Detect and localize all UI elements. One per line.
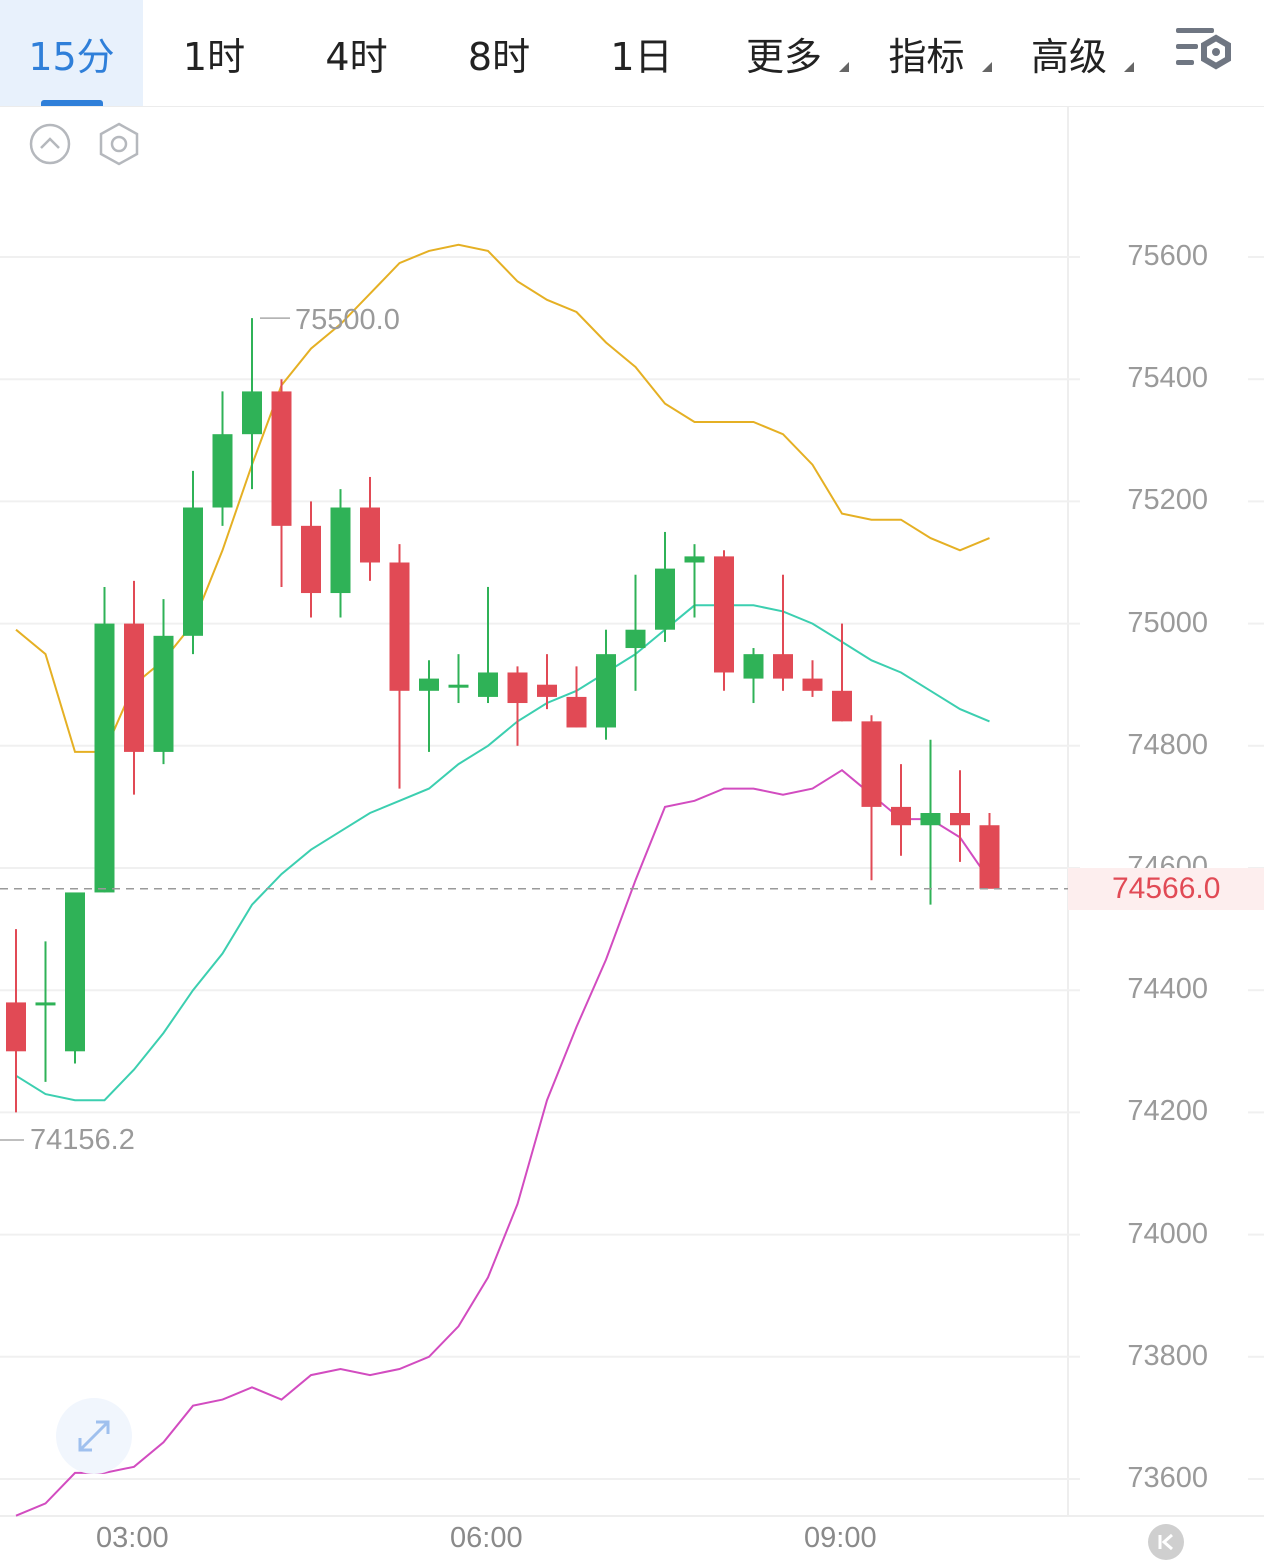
candle-up: [625, 629, 646, 649]
candle-up: [35, 1002, 56, 1006]
price-tick-label: 74400: [1127, 973, 1208, 1006]
current-price-label: 74566.0: [1112, 872, 1221, 905]
low-price-label: 74156.2: [30, 1124, 135, 1156]
tab-6[interactable]: 指标: [855, 0, 998, 106]
price-tick-label: 74200: [1127, 1095, 1208, 1128]
time-tick-label: 06:00: [450, 1522, 523, 1554]
price-tick-label: 74800: [1127, 728, 1208, 761]
price-tick-label: 75200: [1127, 484, 1208, 517]
hexagon-settings-icon[interactable]: [96, 120, 142, 168]
price-tick-label: 75000: [1127, 606, 1208, 639]
tab-0[interactable]: 15分: [0, 0, 143, 106]
candle-down: [832, 690, 852, 722]
jump-to-latest-icon[interactable]: [1148, 1524, 1184, 1560]
tab-3[interactable]: 8时: [428, 0, 570, 106]
candle-down: [389, 562, 410, 691]
candle-down: [979, 825, 1000, 889]
tab-label: 8时: [467, 34, 531, 79]
candle-down: [566, 696, 587, 728]
price-tick-label: 74600: [1127, 851, 1208, 869]
price-tick-label: 74000: [1127, 1217, 1208, 1250]
tab-label: 更多: [745, 34, 822, 79]
price-tick-label: 75400: [1127, 362, 1208, 395]
interval-tab-bar: 15分 1时 4时 8时 1日 更多 指标 高级: [0, 0, 1264, 107]
lower-band-line: [15, 768, 991, 1517]
tab-label: 4时: [325, 34, 388, 79]
candle-up: [655, 568, 675, 630]
candle-down: [802, 678, 823, 691]
candle-up: [684, 556, 705, 563]
tab-label: 1日: [610, 34, 673, 79]
tab-label: 指标: [888, 34, 965, 79]
expand-arrows-icon[interactable]: [56, 1398, 132, 1474]
candle-up: [330, 507, 351, 594]
tab-label: 15分: [28, 34, 115, 79]
candle-down: [861, 721, 882, 807]
candle-down: [537, 684, 557, 697]
active-tab-indicator: [40, 100, 103, 106]
candle-down: [714, 556, 734, 673]
candle-up: [478, 672, 498, 697]
candle-up: [94, 623, 115, 893]
chart-settings-icon[interactable]: [1172, 22, 1238, 82]
current-price-marker: [1068, 868, 1264, 910]
price-tick-label: 75600: [1127, 240, 1208, 272]
tab-label: 1时: [182, 34, 246, 79]
dropdown-caret-icon: [982, 62, 992, 72]
candle-down: [271, 391, 292, 526]
candle-up: [448, 684, 469, 688]
candle-up: [242, 391, 262, 435]
time-tick-label: 03:00: [96, 1522, 169, 1554]
tab-1[interactable]: 1时: [143, 0, 285, 106]
candle-up: [183, 507, 203, 636]
candle-up: [65, 892, 85, 1052]
candle-down: [6, 1002, 26, 1052]
collapse-up-icon[interactable]: [28, 122, 72, 166]
candle-down: [773, 654, 793, 679]
tab-label: 高级: [1030, 34, 1107, 79]
tab-4[interactable]: 1日: [570, 0, 713, 106]
tab-5[interactable]: 更多: [713, 0, 855, 106]
candle-up: [419, 678, 439, 691]
price-tick-label: 73600: [1127, 1462, 1208, 1494]
dropdown-caret-icon: [839, 62, 849, 72]
candle-up: [920, 813, 941, 826]
upper-band-line: [15, 243, 990, 753]
time-tick-label: 09:00: [804, 1522, 877, 1554]
tab-2[interactable]: 4时: [285, 0, 428, 106]
dropdown-caret-icon: [1124, 62, 1134, 72]
price-tick-label: 73800: [1127, 1339, 1208, 1372]
high-price-label: 75500.0: [295, 304, 400, 336]
candle-down: [507, 672, 528, 704]
candle-down: [124, 623, 144, 752]
candle-up: [153, 635, 174, 752]
middle-band-line: [15, 604, 990, 1102]
candle-down: [950, 813, 970, 826]
candle-down: [891, 806, 911, 826]
candle-up: [596, 654, 616, 728]
candle-up: [212, 434, 233, 508]
candle-down: [301, 525, 321, 594]
candlestick-chart[interactable]: [0, 107, 1264, 1561]
candle-up: [743, 654, 764, 679]
candle-down: [360, 507, 380, 563]
tab-7[interactable]: 高级: [998, 0, 1140, 106]
